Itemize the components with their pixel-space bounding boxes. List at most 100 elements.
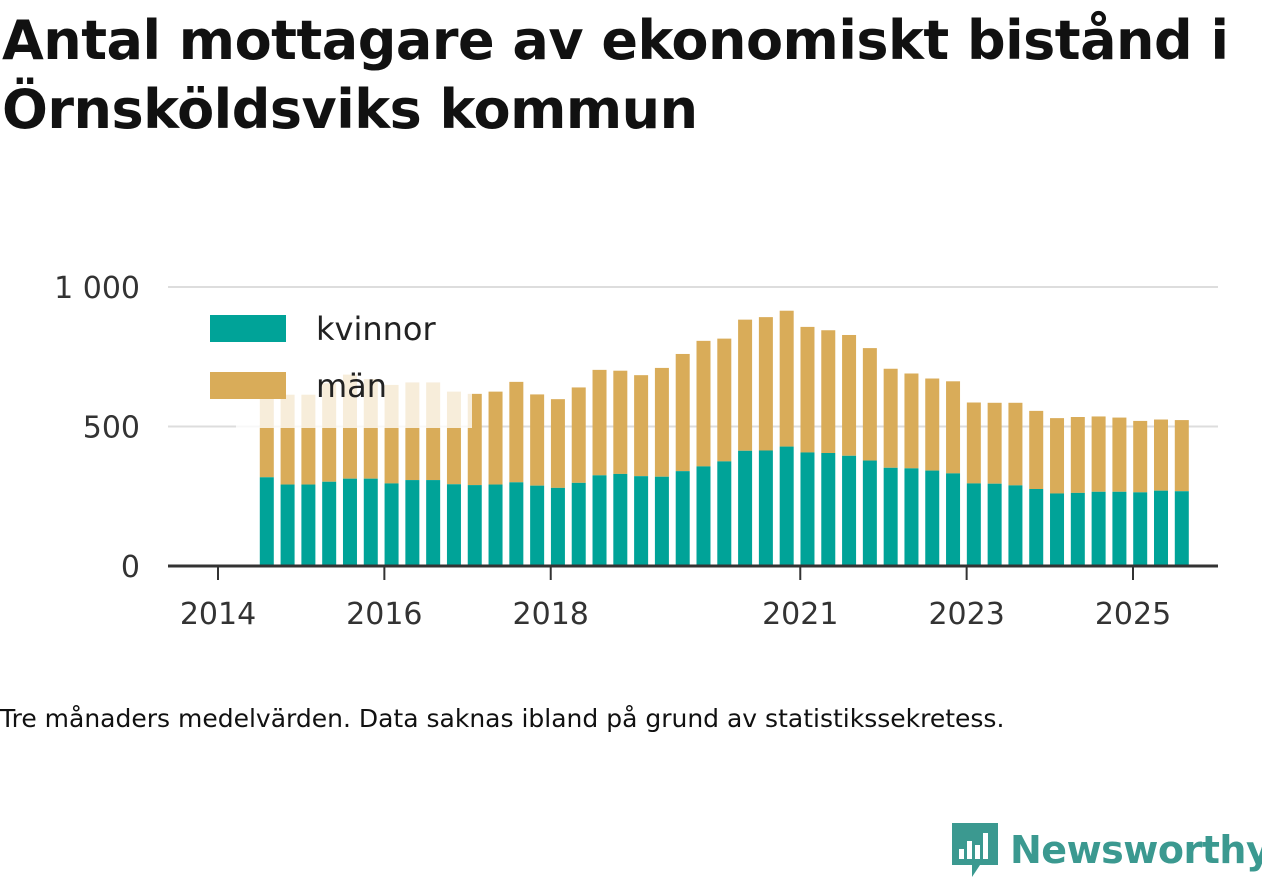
bar-man — [613, 370, 628, 474]
bar-man — [717, 338, 732, 462]
bar-man — [654, 367, 669, 477]
bar-man — [904, 373, 919, 469]
x-tick-label: 2023 — [928, 597, 1004, 632]
x-axis: 2014 2016 2018 2021 2023 2025 — [168, 564, 1218, 632]
bar-kvinnor — [904, 468, 919, 566]
bar-kvinnor — [654, 476, 669, 566]
bar-kvinnor — [384, 483, 399, 566]
bar-kvinnor — [634, 476, 649, 566]
bar-kvinnor — [800, 452, 815, 566]
bar-kvinnor — [779, 446, 794, 566]
bar-man — [987, 402, 1002, 484]
bar-man — [1070, 417, 1085, 493]
y-tick-label: 0 — [121, 550, 140, 585]
bar-kvinnor — [613, 473, 628, 566]
bar-man — [488, 391, 503, 485]
x-tick-label: 2018 — [513, 597, 589, 632]
bar-kvinnor — [717, 461, 732, 566]
bar-kvinnor — [405, 480, 420, 566]
bar-kvinnor — [675, 471, 690, 566]
bar-man — [530, 394, 545, 486]
bar-man — [800, 326, 815, 453]
bar-kvinnor — [301, 484, 316, 566]
bar-kvinnor — [966, 483, 981, 566]
legend-label: kvinnor — [316, 310, 437, 348]
chart-caption: Tre månaders medelvärden. Data saknas ib… — [0, 704, 1005, 733]
legend-swatch — [210, 315, 286, 342]
bar-kvinnor — [446, 484, 461, 566]
x-tick-label: 2016 — [346, 597, 422, 632]
bar-kvinnor — [987, 483, 1002, 566]
bar-man — [1029, 410, 1044, 489]
bar-man — [966, 402, 981, 484]
bar-man — [738, 319, 753, 451]
bar-man — [634, 375, 649, 477]
bar-kvinnor — [862, 460, 877, 566]
bar-kvinnor — [1112, 491, 1127, 566]
bar-kvinnor — [1050, 493, 1065, 566]
bar-kvinnor — [322, 481, 337, 566]
bar-man — [1133, 420, 1148, 493]
bar-man — [779, 310, 794, 447]
bars — [259, 310, 1189, 566]
bar-kvinnor — [259, 477, 274, 566]
bar-kvinnor — [1174, 491, 1189, 566]
bar-kvinnor — [1091, 491, 1106, 566]
legend: kvinnor män — [210, 300, 472, 428]
bar-kvinnor — [342, 478, 357, 566]
bar-kvinnor — [592, 475, 607, 566]
bar-kvinnor — [1133, 492, 1148, 566]
bar-man — [509, 381, 524, 483]
newsworthy-logo[interactable]: Newsworthy — [950, 820, 1262, 880]
x-tick-label: 2021 — [762, 597, 838, 632]
bar-kvinnor — [1070, 492, 1085, 566]
bar-kvinnor — [946, 473, 961, 566]
bar-man — [946, 381, 961, 474]
y-tick-label: 1 000 — [54, 271, 140, 306]
bar-man — [1050, 418, 1065, 494]
bar-kvinnor — [758, 450, 773, 566]
bar-man — [675, 353, 690, 472]
bar-man — [571, 387, 586, 483]
bar-man — [1112, 417, 1127, 492]
chart: 0 500 1 000 2014 2016 2018 2021 2023 2025 kvinn… — [54, 271, 1218, 632]
bar-kvinnor — [280, 484, 295, 566]
bar-kvinnor — [842, 455, 857, 566]
bar-kvinnor — [696, 466, 711, 566]
bar-kvinnor — [1029, 488, 1044, 566]
bar-kvinnor — [883, 467, 898, 566]
bar-kvinnor — [571, 482, 586, 566]
bar-man — [1174, 420, 1189, 492]
x-tick-label: 2025 — [1095, 597, 1171, 632]
bar-kvinnor — [821, 453, 836, 566]
bar-man — [1091, 416, 1106, 492]
bar-man — [862, 348, 877, 461]
newsworthy-logo-icon — [952, 823, 998, 877]
bar-kvinnor — [1008, 485, 1023, 566]
newsworthy-logo-text: Newsworthy — [1010, 828, 1262, 872]
bar-kvinnor — [363, 478, 378, 566]
bar-kvinnor — [738, 450, 753, 566]
bar-kvinnor — [509, 482, 524, 566]
bar-man — [1008, 402, 1023, 486]
bar-kvinnor — [1154, 490, 1168, 566]
bar-man — [842, 334, 857, 456]
bar-man — [925, 378, 940, 471]
y-tick-label: 500 — [83, 411, 140, 446]
bar-man — [696, 340, 711, 467]
bar-man — [821, 330, 836, 454]
bar-kvinnor — [550, 487, 565, 566]
bar-kvinnor — [925, 470, 940, 566]
bar-man — [592, 369, 607, 476]
legend-label: män — [316, 367, 387, 405]
x-tick-label: 2014 — [180, 597, 256, 632]
bar-man — [1154, 419, 1168, 491]
bar-kvinnor — [530, 485, 545, 566]
y-axis-labels: 0 500 1 000 — [54, 271, 140, 585]
bar-kvinnor — [467, 485, 482, 566]
chart-title: Antal mottagare av ekonomiskt bistånd i … — [2, 9, 1229, 141]
bar-man — [550, 399, 565, 488]
bar-man — [883, 368, 898, 468]
bar-man — [758, 317, 773, 451]
legend-swatch — [210, 372, 286, 399]
